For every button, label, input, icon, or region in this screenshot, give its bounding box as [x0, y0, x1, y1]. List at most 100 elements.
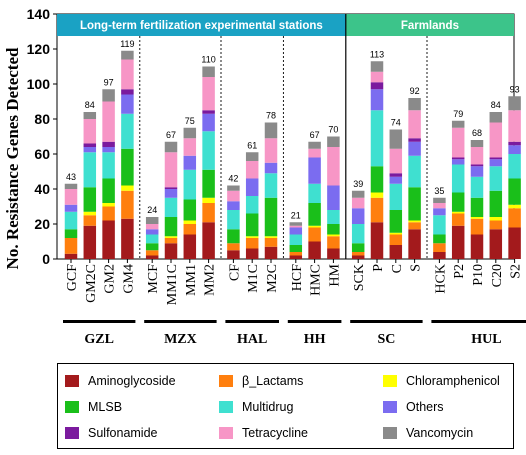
- bar-segment-C20-vancomycin: [489, 112, 503, 123]
- bar-segment-P2-others: [451, 159, 465, 165]
- bar-segment-HM-multidrug: [327, 210, 340, 224]
- bar-segment-GCF-vancomycin: [64, 183, 78, 189]
- legend-label: Chloramphenicol: [406, 374, 500, 388]
- group-label-SC: SC: [377, 332, 395, 347]
- bar-segment-S2-aminoglycoside: [508, 227, 521, 259]
- bar-segment-HM-others: [327, 185, 340, 210]
- bar-segment-MM1-aminoglycoside: [183, 234, 197, 259]
- group-underline-GZL: [63, 320, 136, 323]
- bar-segment-HMC-aminoglycoside: [308, 241, 321, 259]
- bar-segment-GM2-mlsb: [102, 178, 115, 203]
- bar-segment-CF-multidrug: [227, 210, 240, 230]
- legend-item-sulfonamide: Sulfonamide: [65, 426, 158, 440]
- bar-segment-HM-mlsb: [327, 224, 340, 235]
- bar-segment-GM2C-multidrug: [83, 152, 97, 188]
- bar-segment-HM-tetracycline: [327, 147, 340, 186]
- bars-layer: 43 84 97 119 24 67 75 110 42 61 78 21 67 70 39 113 74 92 3…: [64, 39, 521, 259]
- legend-swatch: [65, 375, 79, 387]
- bar-segment-GM2-chloramphenicol: [102, 203, 115, 207]
- bar-segment-HCK-tetracycline: [433, 203, 446, 209]
- bar-segment-MM1-tetracycline: [183, 138, 197, 156]
- bar-segment-GM4-mlsb: [121, 148, 134, 186]
- bar-segment-HM-vancomycin: [327, 136, 340, 147]
- bar-segment-S-aminoglycoside: [408, 229, 421, 259]
- x-tick-label-HMC: HMC: [309, 264, 324, 296]
- group-label-HUL: HUL: [471, 332, 501, 347]
- bar-segment-HMC-multidrug: [308, 183, 321, 203]
- bar-segment-S-others: [408, 141, 421, 156]
- legend-swatch: [219, 375, 233, 387]
- bar-segment-S2-vancomycin: [508, 96, 521, 111]
- bar-segment-CF-mlsb: [227, 229, 240, 244]
- bar-segment-MM1--lactams: [183, 224, 197, 235]
- bar-segment-GM2-multidrug: [102, 152, 115, 179]
- total-label-GM2C: 84: [85, 100, 95, 110]
- bar-segment-HM--lactams: [327, 236, 340, 249]
- bar-segment-S-multidrug: [408, 155, 421, 188]
- bar-segment-S-sulfonamide: [408, 138, 421, 142]
- total-label-P2: 79: [453, 109, 463, 119]
- bar-segment-M1C--lactams: [245, 238, 259, 249]
- bar-segment-HCK-vancomycin: [433, 197, 446, 203]
- bar-segment-GCF--lactams: [64, 238, 78, 254]
- total-label-M1C: 61: [247, 140, 257, 150]
- legend-item-aminoglycoside: Aminoglycoside: [65, 374, 176, 388]
- bar-segment-GM2C-mlsb: [83, 187, 97, 212]
- total-label-MM1C: 67: [166, 130, 176, 140]
- total-label-C20: 84: [491, 100, 501, 110]
- bar-segment-P10-others: [470, 166, 484, 177]
- bar-segment-HCF-vancomycin: [289, 222, 303, 226]
- total-label-M2C: 78: [266, 111, 276, 121]
- bar-segment-P10--lactams: [470, 218, 484, 235]
- x-tick-label-M2C: M2C: [265, 264, 280, 293]
- legend-swatch: [383, 401, 397, 413]
- bar-segment-GM2C-sulfonamide: [83, 143, 97, 147]
- banner-2: [345, 14, 514, 36]
- bar-segment-P-multidrug: [370, 110, 384, 167]
- bar-segment-MM1C-aminoglycoside: [164, 243, 178, 259]
- bar-segment-P-tetracycline: [370, 71, 384, 83]
- group-label-MZX: MZX: [164, 332, 197, 347]
- x-tick-label-MM1: MM1: [184, 264, 199, 296]
- bar-segment-S2-sulfonamide: [508, 141, 521, 146]
- bar-segment-MM1-vancomycin: [183, 127, 197, 139]
- bar-segment-MM1C--lactams: [164, 238, 178, 244]
- legend-label: β_Lactams: [242, 374, 304, 388]
- bar-segment-MM1C-sulfonamide: [164, 187, 178, 189]
- bar-segment-M2C-chloramphenicol: [264, 236, 278, 238]
- x-tick-label-M1C: M1C: [246, 264, 261, 293]
- bar-segment-GM2-sulfonamide: [102, 141, 115, 147]
- legend: Aminoglycoside β_Lactams Chloramphenicol ML…: [57, 363, 514, 449]
- legend-swatch: [383, 375, 397, 387]
- bar-segment-C-multidrug: [389, 183, 403, 210]
- total-label-GCF: 43: [66, 172, 76, 182]
- x-tick-label-P2: P2: [452, 264, 467, 279]
- bar-segment-GM2-vancomycin: [102, 89, 115, 102]
- bar-segment-MM2-chloramphenicol: [202, 197, 215, 203]
- bar-segment-P2-tetracycline: [451, 127, 465, 158]
- bar-segment-MM1-others: [183, 155, 197, 170]
- bar-segment-MCF-mlsb: [145, 243, 159, 251]
- bar-segment-C--lactams: [389, 234, 403, 245]
- banner-label-1: Long-term fertilization experimental sta…: [80, 20, 323, 32]
- bar-segment-P2-multidrug: [451, 164, 465, 193]
- total-label-GM4: 119: [120, 39, 134, 49]
- group-label-GZL: GZL: [84, 332, 114, 347]
- bar-segment-MM1C-vancomycin: [164, 141, 178, 153]
- bar-segment-C-sulfonamide: [389, 173, 403, 177]
- group-label-HAL: HAL: [237, 332, 267, 347]
- bar-segment-GM2--lactams: [102, 206, 115, 221]
- bar-segment-MM2-multidrug: [202, 131, 215, 170]
- bar-segment-M1C-chloramphenicol: [245, 236, 259, 238]
- x-tick-label-P10: P10: [471, 264, 486, 286]
- group-underline-HH: [287, 320, 342, 323]
- bar-segment-P-chloramphenicol: [370, 192, 384, 198]
- bar-segment-C20-others: [489, 159, 503, 167]
- bar-segment-M1C-multidrug: [245, 196, 259, 214]
- legend-label: MLSB: [88, 400, 123, 414]
- bar-segment-MM2-aminoglycoside: [202, 222, 215, 259]
- bar-segment-C20-sulfonamide: [489, 157, 503, 160]
- bar-segment-C20-multidrug: [489, 166, 503, 191]
